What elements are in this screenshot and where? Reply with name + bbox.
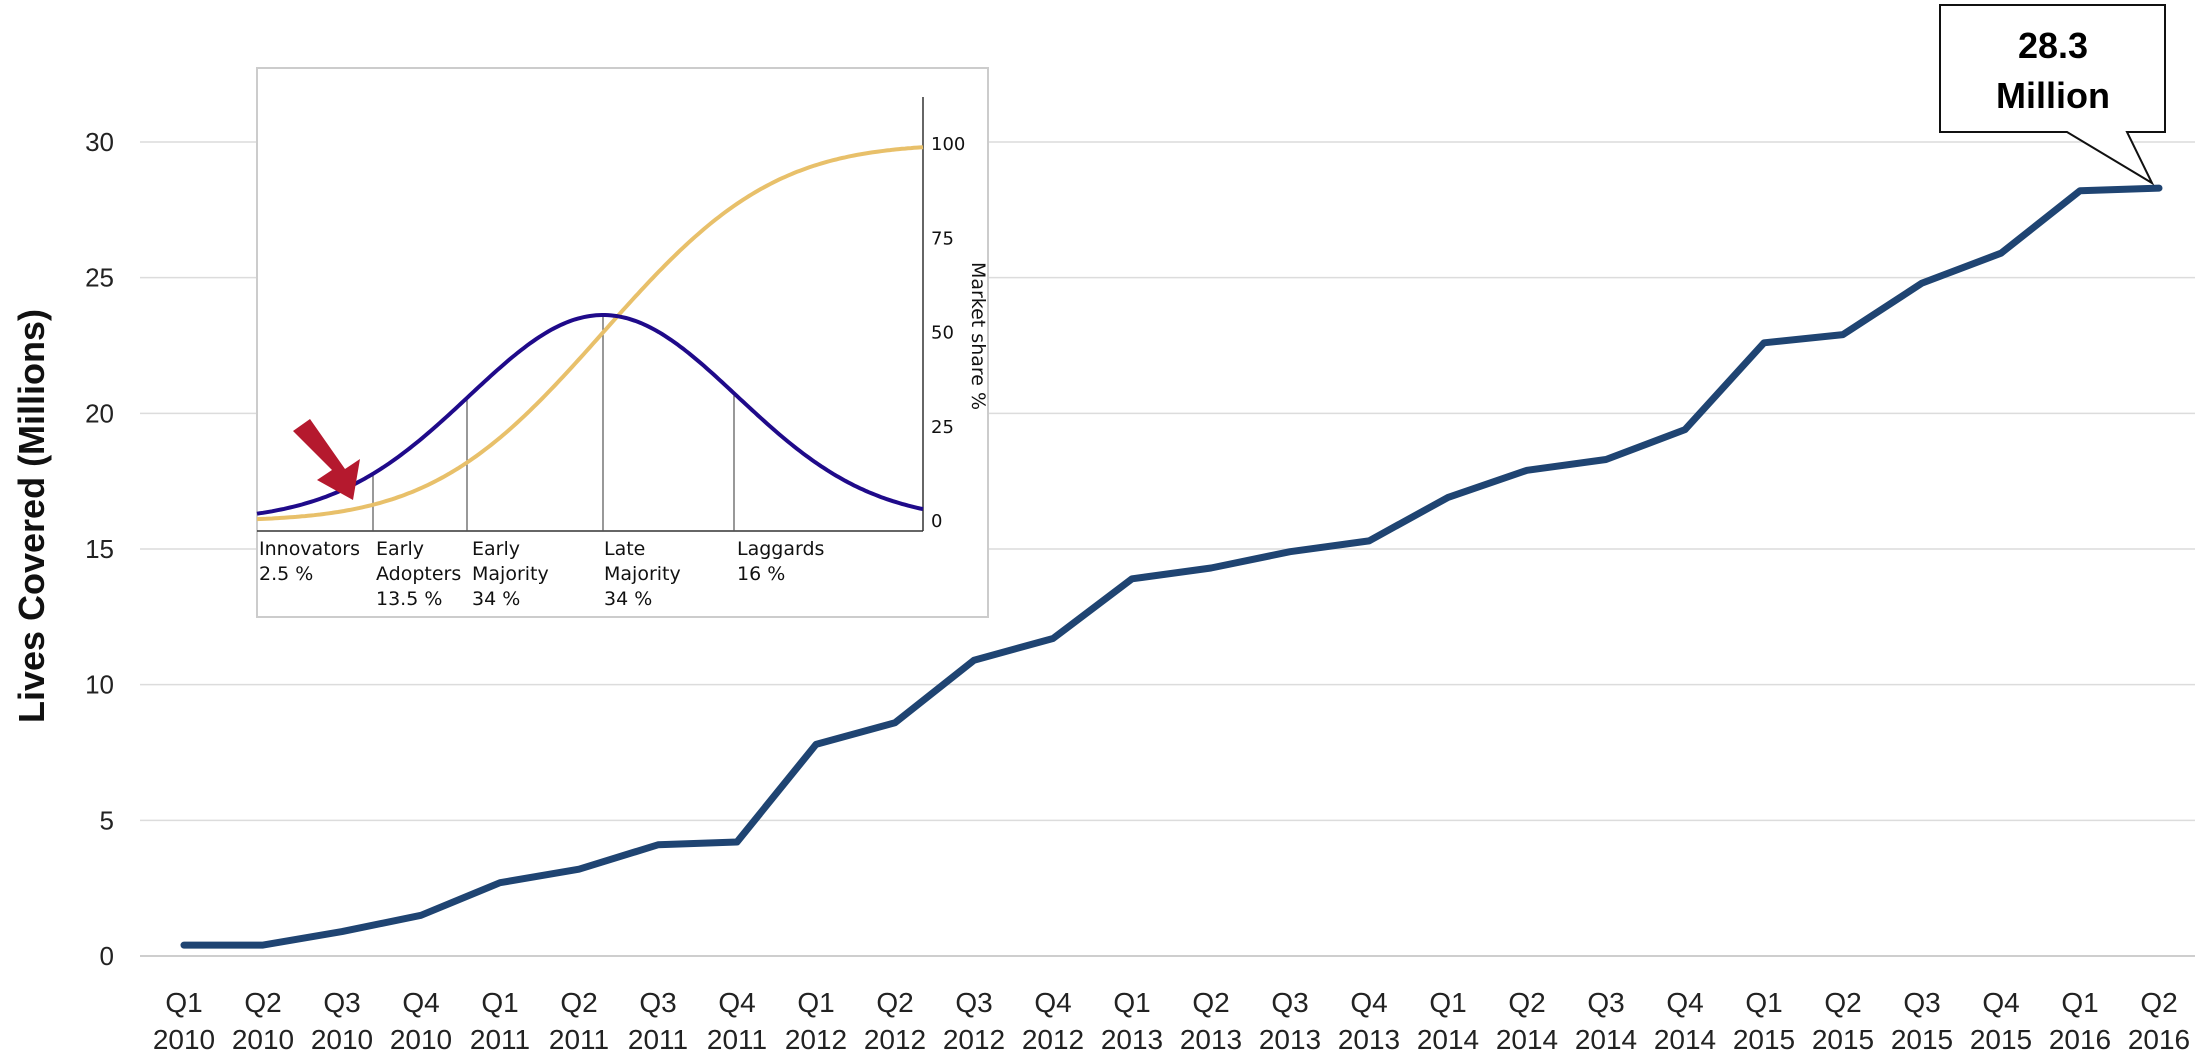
callout-unit: Million [1996,75,2110,116]
x-tick-quarter: Q1 [165,987,202,1018]
x-tick-year: 2016 [2128,1024,2190,1053]
x-tick-year: 2016 [2049,1024,2111,1053]
x-tick-quarter: Q1 [1113,987,1150,1018]
x-tick-quarter: Q4 [1666,987,1703,1018]
x-tick-year: 2011 [549,1024,609,1053]
inset-y-axis-label: Market share % [967,262,989,410]
segment-name: Innovators [259,538,360,560]
x-tick-quarter: Q1 [481,987,518,1018]
inset-y-tick-label: 50 [931,323,954,344]
x-tick-year: 2011 [470,1024,530,1053]
segment-name: Early [376,538,424,560]
x-tick-year: 2014 [1575,1024,1637,1053]
y-tick-label: 30 [85,127,114,157]
segment-name: Early [472,538,520,560]
y-tick-label: 10 [85,670,114,700]
diffusion-inset-chart: 0 25 50 75 100 Market share % Innovators 2.5 … [256,67,989,618]
x-tick-year: 2013 [1259,1024,1321,1053]
y-tick-label: 20 [85,398,114,428]
x-tick-year: 2010 [390,1024,452,1053]
segment-share: 16 % [737,563,785,585]
x-tick-year: 2014 [1496,1024,1558,1053]
x-tick-year: 2012 [943,1024,1005,1053]
inset-y-ticks: 0 25 50 75 100 [931,134,965,532]
callout-value: 28.3 [2018,25,2088,66]
y-axis-ticks: 0 5 10 15 20 25 30 [85,127,114,971]
x-tick-quarter: Q1 [1429,987,1466,1018]
inset-y-tick-label: 0 [931,511,942,532]
y-tick-label: 0 [100,941,114,971]
x-tick-year: 2013 [1101,1024,1163,1053]
segment-share: 13.5 % [376,588,442,610]
segment-name: Laggards [737,538,824,560]
value-callout: 28.3 Million [1939,4,2166,186]
segment-name: Majority [472,563,549,585]
x-tick-quarter: Q2 [876,987,913,1018]
x-tick-quarter: Q4 [1034,987,1071,1018]
x-tick-quarter: Q2 [2140,987,2177,1018]
inset-y-tick-label: 25 [931,417,954,438]
segment-share: 34 % [472,588,520,610]
x-tick-year: 2014 [1417,1024,1479,1053]
y-tick-label: 15 [85,534,114,564]
callout-box [1939,4,2166,186]
x-tick-year: 2011 [707,1024,767,1053]
x-tick-quarter: Q3 [1271,987,1308,1018]
segment-name: Majority [604,563,681,585]
x-tick-quarter: Q2 [1508,987,1545,1018]
x-tick-year: 2015 [1891,1024,1953,1053]
x-tick-year: 2013 [1180,1024,1242,1053]
x-tick-quarter: Q1 [2061,987,2098,1018]
x-tick-quarter: Q3 [639,987,676,1018]
market-share-s-curve [256,145,924,522]
x-tick-quarter: Q2 [1192,987,1229,1018]
x-tick-year: 2012 [864,1024,926,1053]
x-tick-quarter: Q4 [402,987,439,1018]
x-tick-quarter: Q4 [1350,987,1387,1018]
x-tick-quarter: Q3 [955,987,992,1018]
x-tick-year: 2014 [1654,1024,1716,1053]
x-tick-quarter: Q2 [1824,987,1861,1018]
x-tick-quarter: Q1 [1745,987,1782,1018]
x-tick-year: 2010 [311,1024,373,1053]
x-tick-quarter: Q2 [560,987,597,1018]
x-tick-quarter: Q1 [797,987,834,1018]
segment-name: Late [604,538,645,560]
x-tick-year: 2013 [1338,1024,1400,1053]
x-tick-year: 2012 [1022,1024,1084,1053]
x-tick-year: 2015 [1812,1024,1874,1053]
inset-y-tick-label: 75 [931,228,954,249]
x-tick-quarter: Q3 [1903,987,1940,1018]
x-tick-year: 2015 [1733,1024,1795,1053]
segment-name: Adopters [376,563,461,585]
x-tick-quarter: Q3 [1587,987,1624,1018]
x-tick-year: 2011 [628,1024,688,1053]
y-tick-label: 25 [85,263,114,293]
segment-labels: Innovators 2.5 % Early Adopters 13.5 % Early M… [259,538,824,610]
segment-share: 2.5 % [259,563,313,585]
x-tick-year: 2015 [1970,1024,2032,1053]
x-tick-quarter: Q4 [1982,987,2019,1018]
x-axis-ticks: Q1 2010 Q2 2010 Q3 2010 Q4 2010 Q1 2011 Q2 2011 Q3 20… [153,987,2190,1053]
x-tick-year: 2012 [785,1024,847,1053]
x-tick-quarter: Q4 [718,987,755,1018]
adoption-bell-curve [256,313,924,516]
x-tick-quarter: Q2 [244,987,281,1018]
x-tick-quarter: Q3 [323,987,360,1018]
y-tick-label: 5 [100,805,114,835]
inset-frame [256,67,989,618]
x-tick-year: 2010 [153,1024,215,1053]
lives-covered-line [180,184,2163,949]
inset-y-tick-label: 100 [931,134,965,155]
arrow-icon [293,419,360,500]
y-axis-label: Lives Covered (Millions) [11,309,52,723]
segment-share: 34 % [604,588,652,610]
x-tick-year: 2010 [232,1024,294,1053]
